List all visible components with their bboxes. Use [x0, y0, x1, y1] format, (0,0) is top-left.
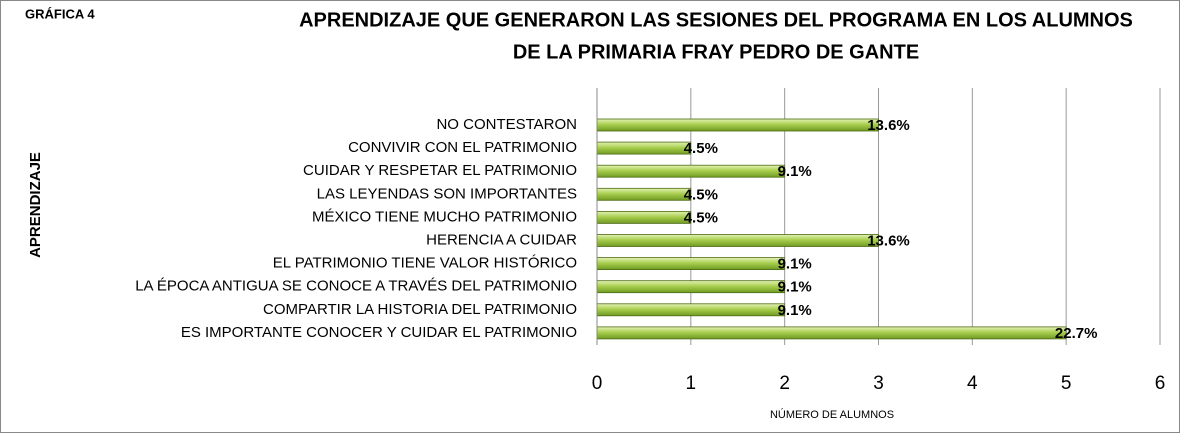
bar: [596, 187, 692, 201]
y-tick-label: ES IMPORTANTE CONOCER Y CUIDAR EL PATRIM…: [181, 324, 577, 341]
bar: [596, 210, 692, 224]
y-axis-title: APRENDIZAJE: [27, 152, 44, 258]
y-tick-label: NO CONTESTARON: [436, 116, 577, 133]
data-label: 4.5%: [684, 209, 718, 226]
x-tick-label: 6: [1155, 373, 1166, 394]
figure-label: GRÁFICA 4: [25, 6, 95, 21]
x-tick-label: 4: [967, 373, 978, 394]
y-tick-label: EL PATRIMONIO TIENE VALOR HISTÓRICO: [273, 255, 577, 272]
x-tick-label: 0: [592, 373, 603, 394]
data-label: 9.1%: [778, 256, 812, 273]
bar: [596, 118, 879, 132]
data-label: 9.1%: [778, 163, 812, 180]
y-tick-label: CUIDAR Y RESPETAR EL PATRIMONIO: [303, 162, 577, 179]
data-label: 13.6%: [867, 117, 910, 134]
data-label: 4.5%: [684, 140, 718, 157]
x-tick-label: 5: [1061, 373, 1072, 394]
data-label: 13.6%: [867, 232, 910, 249]
y-tick-label: MÉXICO TIENE MUCHO PATRIMONIO: [312, 208, 577, 225]
data-label: 9.1%: [778, 279, 812, 296]
y-tick-label: LAS LEYENDAS SON IMPORTANTES: [317, 185, 577, 202]
bar: [596, 280, 786, 294]
bar: [596, 326, 1067, 340]
bar: [596, 257, 786, 271]
bar: [596, 141, 692, 155]
x-tick-label: 1: [686, 373, 697, 394]
bar: [596, 164, 786, 178]
y-tick-label: COMPARTIR LA HISTORIA DEL PATRIMONIO: [263, 301, 577, 318]
data-label: 22.7%: [1055, 325, 1098, 342]
chart-title: APRENDIZAJE QUE GENERARON LAS SESIONES D…: [299, 9, 1133, 31]
chart-title: DE LA PRIMARIA FRAY PEDRO DE GANTE: [513, 41, 919, 63]
x-tick-label: 2: [779, 373, 790, 394]
data-label: 9.1%: [778, 302, 812, 319]
y-tick-label: LA ÉPOCA ANTIGUA SE CONOCE A TRAVÉS DEL …: [135, 278, 577, 295]
x-tick-label: 3: [873, 373, 884, 394]
y-tick-label: CONVIVIR CON EL PATRIMONIO: [348, 139, 577, 156]
y-tick-label: HERENCIA A CUIDAR: [426, 231, 577, 248]
x-axis-title: NÚMERO DE ALUMNOS: [770, 408, 894, 421]
bar: [596, 303, 786, 317]
bar: [596, 234, 879, 247]
data-label: 4.5%: [684, 186, 718, 203]
